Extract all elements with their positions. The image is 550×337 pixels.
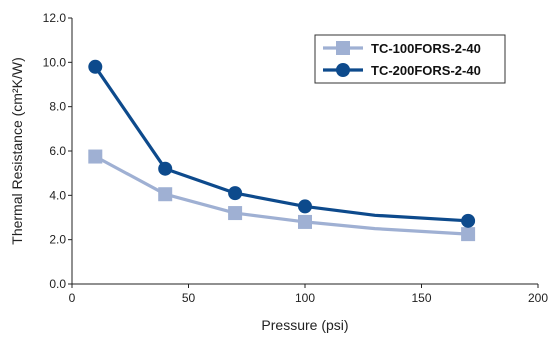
series-0-point [88, 149, 103, 164]
series-1-point [228, 186, 243, 201]
series-line-1 [93, 65, 469, 223]
y-tick-label: 12.0 [43, 11, 67, 25]
legend-swatch-marker [336, 63, 350, 77]
y-tick-label: 8.0 [49, 100, 66, 114]
series-1-point [158, 161, 173, 176]
series-0-point [298, 214, 312, 229]
x-tick-label: 100 [295, 291, 315, 305]
series-line-0 [94, 155, 469, 236]
series-0-point [158, 187, 173, 202]
x-ticks: 0 50 100 150 200 [69, 284, 548, 305]
series-1-point [88, 59, 103, 74]
y-ticks: 0.0 2.0 4.0 6.0 8.0 10.0 12.0 [43, 11, 72, 291]
legend-swatch-marker [336, 41, 350, 55]
y-tick-label: 2.0 [49, 233, 66, 247]
series-0-point [461, 227, 476, 242]
legend-label: TC-100FORS-2-40 [371, 41, 481, 56]
y-tick-label: 6.0 [49, 144, 66, 158]
y-tick-label: 10.0 [43, 55, 67, 69]
series-layer [88, 59, 476, 242]
series-1-point [461, 213, 476, 228]
x-axis-label: Pressure (psi) [261, 317, 348, 333]
y-tick-label: 4.0 [49, 188, 66, 202]
series-0-point [228, 206, 243, 221]
legend: TC-100FORS-2-40 TC-200FORS-2-40 [314, 34, 506, 84]
series-1-point [298, 199, 312, 214]
legend-items: TC-100FORS-2-40 TC-200FORS-2-40 [323, 41, 481, 78]
x-tick-label: 0 [69, 291, 76, 305]
y-axis-label: Thermal Resistance (cm²K/W) [9, 57, 25, 244]
x-tick-label: 150 [411, 291, 431, 305]
x-tick-label: 200 [528, 291, 548, 305]
x-tick-label: 50 [182, 291, 196, 305]
legend-label: TC-200FORS-2-40 [371, 63, 481, 78]
y-tick-label: 0.0 [49, 277, 66, 291]
